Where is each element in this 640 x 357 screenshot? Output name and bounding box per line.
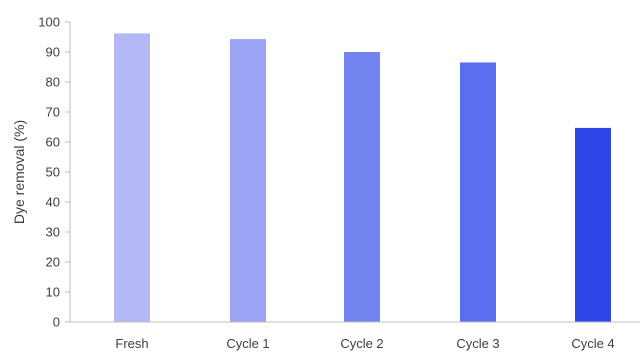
y-tick-label: 0 xyxy=(53,315,60,330)
y-tick-label: 50 xyxy=(46,165,60,180)
y-axis-title: Dye removal (%) xyxy=(11,120,27,224)
bar-cycle-2 xyxy=(344,52,380,322)
x-tick-label: Cycle 3 xyxy=(456,336,499,351)
x-tick-label: Cycle 2 xyxy=(340,336,383,351)
y-tick-label: 60 xyxy=(46,135,60,150)
y-tick-label: 10 xyxy=(46,285,60,300)
x-tick-label: Cycle 4 xyxy=(571,336,614,351)
y-tick-label: 30 xyxy=(46,225,60,240)
bar-cycle-3 xyxy=(460,62,496,322)
bar-cycle-1 xyxy=(230,39,266,322)
x-tick-label: Cycle 1 xyxy=(226,336,269,351)
y-tick-label: 80 xyxy=(46,75,60,90)
y-tick-label: 40 xyxy=(46,195,60,210)
y-tick-label: 90 xyxy=(46,45,60,60)
y-tick-label: 100 xyxy=(38,15,60,30)
bar-cycle-4 xyxy=(575,127,611,323)
x-tick-label: Fresh xyxy=(115,336,148,351)
y-tick-label: 20 xyxy=(46,255,60,270)
bar-fresh xyxy=(114,33,150,323)
y-tick-label: 70 xyxy=(46,105,60,120)
